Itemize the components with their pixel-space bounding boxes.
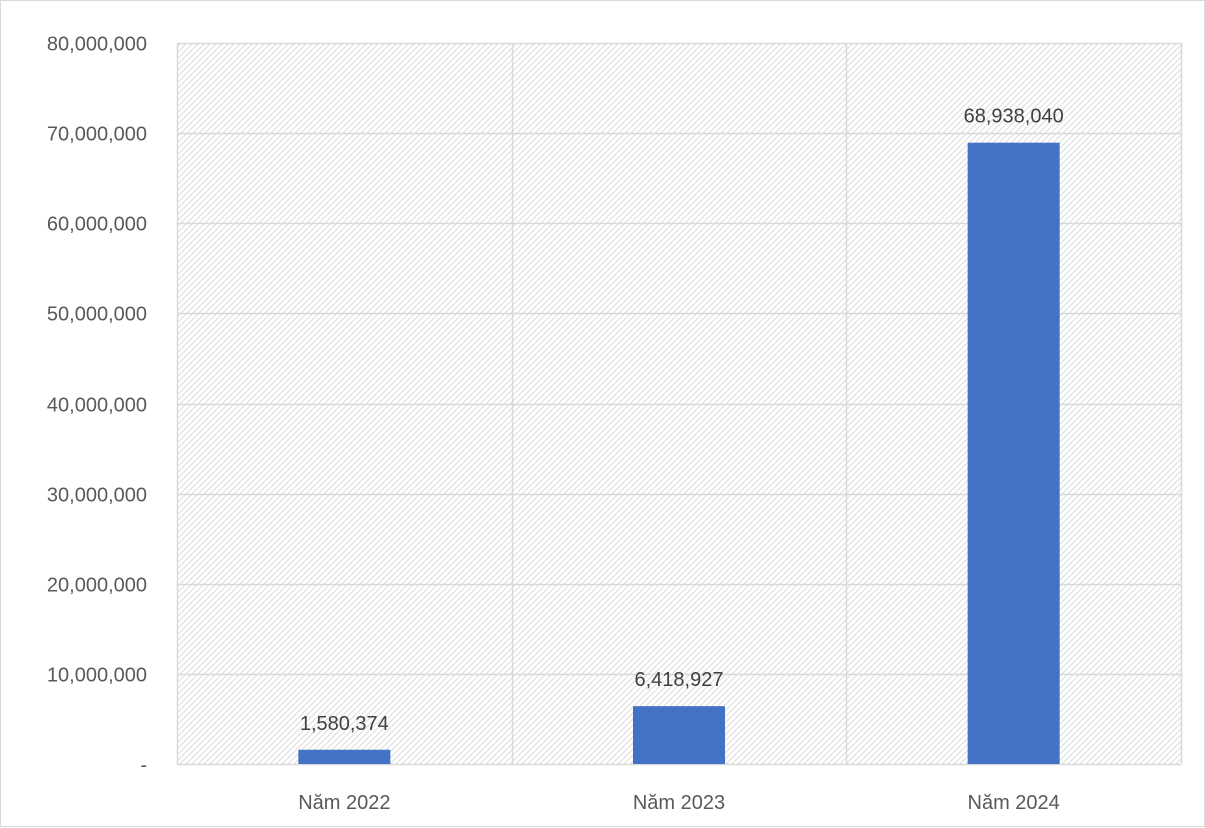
- data-label: 1,580,374: [300, 713, 389, 735]
- y-tick-label: 50,000,000: [47, 304, 147, 326]
- x-tick-label: Năm 2022: [298, 792, 390, 814]
- bar: [298, 749, 391, 764]
- bars: [298, 142, 1060, 764]
- bar: [967, 142, 1060, 764]
- x-tick-label: Năm 2023: [633, 792, 725, 814]
- y-tick-label: -: [140, 755, 147, 777]
- y-tick-label: 80,000,000: [47, 34, 147, 56]
- y-tick-label: 60,000,000: [47, 214, 147, 236]
- y-tick-label: 20,000,000: [47, 575, 147, 597]
- y-tick-label: 40,000,000: [47, 395, 147, 417]
- y-tick-label: 70,000,000: [47, 124, 147, 146]
- y-tick-label: 10,000,000: [47, 665, 147, 687]
- x-tick-label: Năm 2024: [968, 792, 1060, 814]
- bar: [632, 706, 726, 764]
- data-label: 68,938,040: [964, 106, 1064, 128]
- y-tick-label: 30,000,000: [47, 485, 147, 507]
- gridlines: [176, 42, 1183, 766]
- data-label: 6,418,927: [635, 669, 724, 691]
- labels: - 10,000,000 20,000,000 30,000,000 40,000,00…: [47, 34, 1064, 815]
